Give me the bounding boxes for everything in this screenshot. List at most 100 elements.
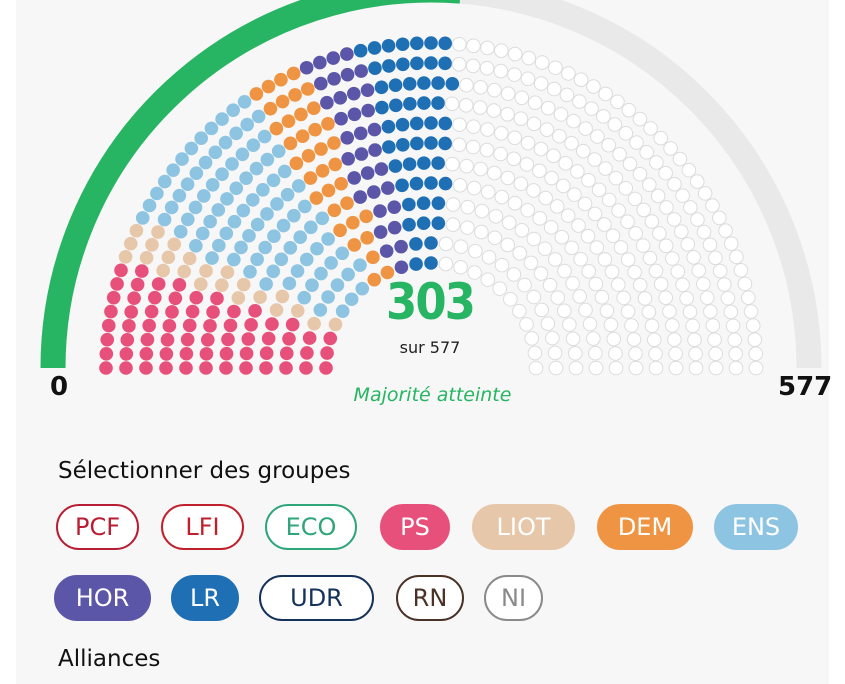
seat (553, 107, 569, 122)
seat (313, 303, 328, 317)
seat (313, 55, 327, 70)
seat (203, 319, 217, 333)
seat (571, 218, 586, 233)
seat (315, 164, 330, 178)
seat (189, 166, 204, 180)
seat (493, 146, 508, 162)
seat (729, 249, 744, 265)
seat (586, 331, 601, 346)
seat (388, 159, 403, 173)
group-chip-rn[interactable]: RN (396, 575, 464, 621)
seat (653, 130, 669, 146)
group-chip-eco[interactable]: ECO (265, 504, 357, 550)
seat (445, 197, 461, 212)
alliances-title: Alliances (58, 646, 161, 672)
selected-seat-count: 303 (386, 273, 476, 331)
seat (208, 145, 223, 160)
seat (290, 264, 305, 278)
seat (653, 276, 669, 292)
seat (616, 290, 631, 306)
seat (514, 223, 530, 238)
seat (300, 346, 314, 360)
seat (221, 332, 235, 347)
seat (588, 360, 604, 376)
group-chip-ps[interactable]: PS (380, 504, 450, 550)
group-chip-dem[interactable]: DEM (597, 504, 693, 550)
seat (539, 122, 555, 137)
seat (210, 291, 224, 306)
seat (668, 346, 683, 362)
seat (696, 276, 711, 292)
seat (624, 318, 639, 333)
seat (416, 216, 431, 230)
group-chip-udr[interactable]: UDR (259, 575, 374, 621)
seat (326, 51, 341, 65)
seat (658, 290, 674, 306)
seat (560, 208, 576, 223)
seat (500, 237, 516, 253)
seat (249, 161, 264, 176)
seat (340, 196, 354, 210)
seat (723, 236, 739, 251)
seat (123, 236, 138, 251)
seat (159, 347, 174, 361)
seat (344, 292, 359, 307)
seat (259, 361, 273, 375)
seat (460, 220, 475, 235)
seat (253, 290, 267, 305)
seat (361, 103, 375, 118)
seat (494, 257, 510, 273)
seat (474, 224, 489, 240)
seat (587, 152, 602, 167)
seat (559, 87, 575, 103)
group-chip-pcf[interactable]: PCF (56, 504, 139, 550)
seat (157, 174, 172, 189)
seat (641, 304, 657, 320)
seat (598, 161, 613, 176)
group-chip-liot[interactable]: LIOT (472, 504, 575, 550)
seat (540, 316, 556, 331)
seat (480, 184, 496, 200)
group-chip-ni[interactable]: NI (484, 575, 543, 621)
seat (581, 173, 596, 188)
seat (269, 121, 284, 136)
group-chip-lr[interactable]: LR (171, 575, 239, 621)
group-chip-hor[interactable]: HOR (54, 575, 151, 621)
seat (445, 217, 461, 232)
seat (261, 331, 276, 346)
seat (285, 317, 300, 332)
seat (277, 164, 292, 179)
seat (374, 80, 389, 95)
group-chip-label: LR (189, 584, 221, 612)
seat (248, 304, 262, 318)
seat (526, 116, 542, 132)
seat (189, 239, 203, 253)
seat (733, 262, 749, 278)
seat (554, 229, 570, 245)
seat (99, 361, 113, 375)
seat (235, 147, 250, 162)
seat (664, 318, 680, 333)
group-chip-lfi[interactable]: LFI (161, 504, 244, 550)
group-chip-ens[interactable]: ENS (714, 504, 798, 550)
seat (275, 289, 290, 304)
seat (467, 265, 482, 280)
seat (620, 252, 636, 267)
seat (473, 80, 488, 95)
seat (394, 239, 408, 254)
seat (314, 76, 328, 91)
seat (99, 347, 114, 361)
seat (588, 276, 604, 292)
seat (315, 211, 330, 226)
seat (328, 157, 343, 172)
seat (290, 304, 305, 318)
seat (480, 272, 496, 287)
seat (239, 361, 253, 375)
seat (199, 347, 214, 361)
seat (299, 361, 313, 375)
seat (444, 96, 460, 112)
seat (627, 264, 642, 280)
seat (424, 36, 438, 50)
seat (159, 361, 173, 375)
seat (424, 236, 438, 250)
